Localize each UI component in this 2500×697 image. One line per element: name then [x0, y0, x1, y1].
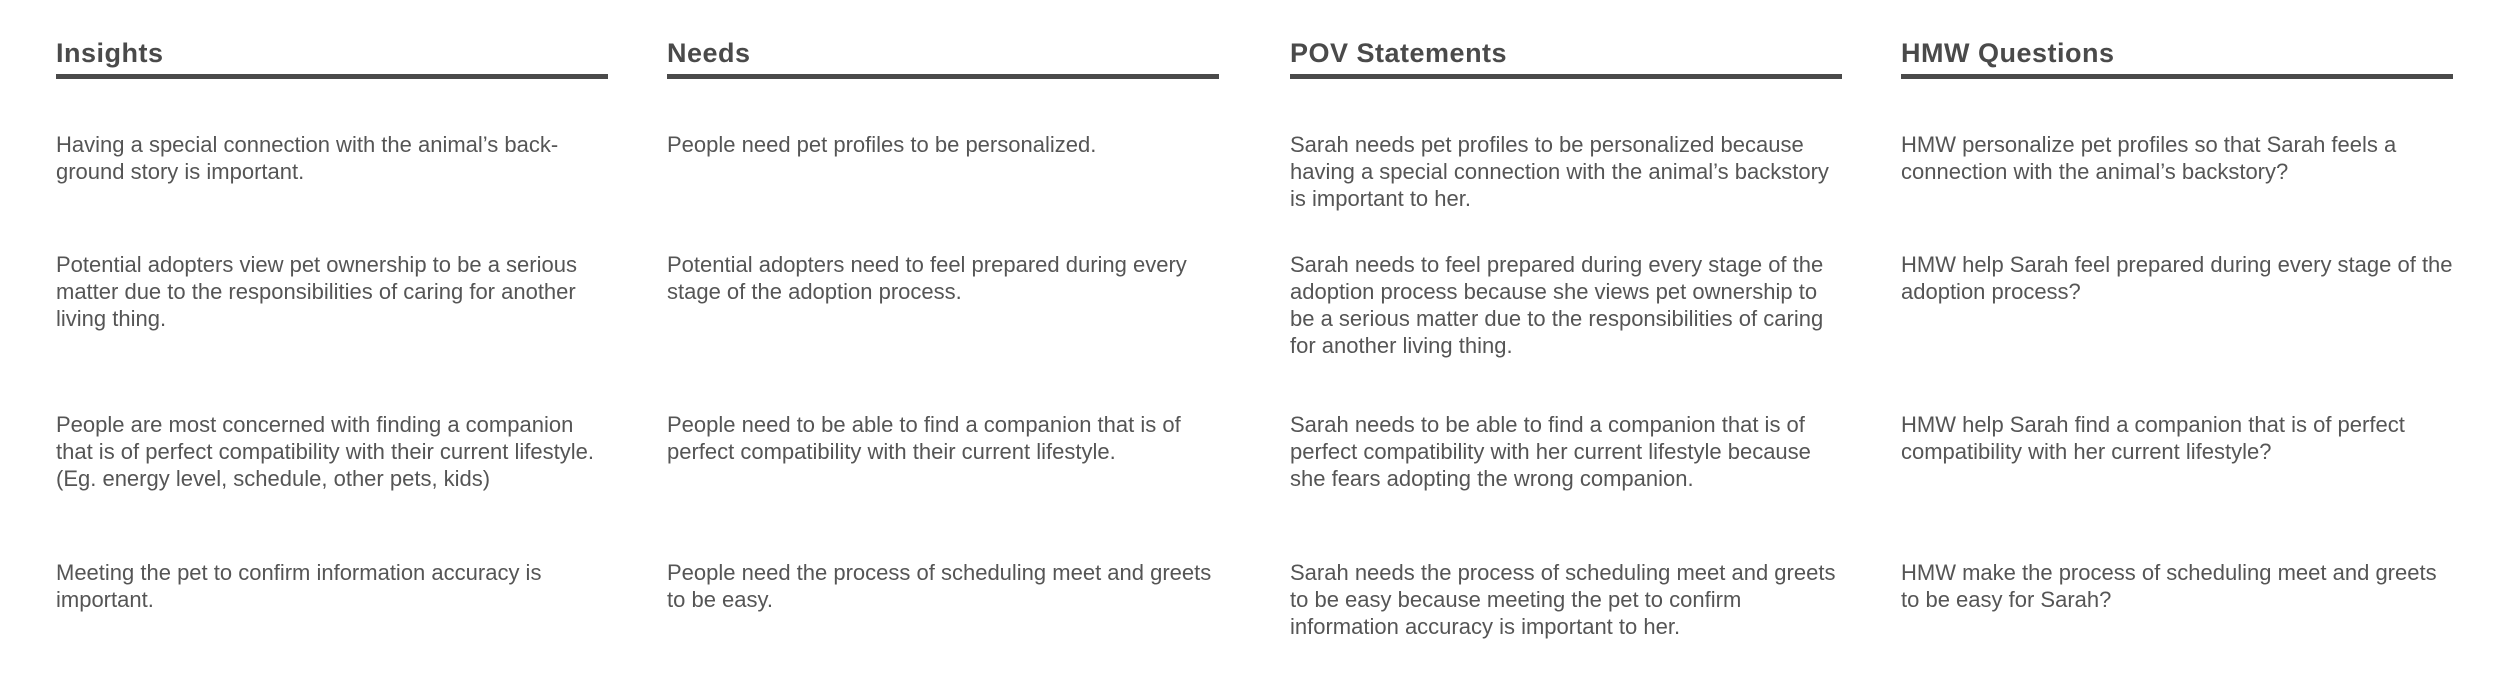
insights-column: Insights Having a special connection wit…: [56, 36, 608, 612]
needs-header: Needs: [667, 38, 751, 68]
need-cell: People need pet profiles to be personali…: [667, 132, 1097, 157]
hmw-questions-header-rule: [1901, 74, 2453, 79]
insight-cell: People are most concerned with finding a…: [56, 412, 594, 491]
pov-statement-cell: Sarah needs to be able to find a compani…: [1290, 412, 1811, 491]
pov-statement-cell: Sarah needs to feel prepared during ever…: [1290, 252, 1824, 358]
hmw-question-cell: HMW personalize pet profiles so that Sar…: [1901, 132, 2397, 184]
insights-header-rule: [56, 74, 608, 79]
pov-statement-cell: Sarah needs pet profiles to be personali…: [1290, 132, 1829, 211]
needs-column: Needs People need pet profiles to be per…: [667, 36, 1219, 612]
insight-cell: Having a special connection with the ani…: [56, 132, 559, 184]
insight-cell: Potential adopters view pet ownership to…: [56, 252, 577, 331]
need-cell: Potential adopters need to feel prepared…: [667, 252, 1187, 304]
pov-statements-header-rule: [1290, 74, 1842, 79]
pov-statements-header: POV Statements: [1290, 38, 1508, 68]
hmw-questions-header: HMW Questions: [1901, 38, 2115, 68]
need-cell: People need to be able to find a compani…: [667, 412, 1181, 464]
hmw-question-cell: HMW make the process of scheduling meet …: [1901, 560, 2437, 612]
hmw-question-cell: HMW help Sarah feel prepared during ever…: [1901, 252, 2453, 304]
insight-cell: Meeting the pet to confirm information a…: [56, 560, 542, 612]
hmw-questions-column: HMW Questions HMW personalize pet profil…: [1901, 36, 2453, 612]
hmw-question-cell: HMW help Sarah find a companion that is …: [1901, 412, 2405, 464]
insights-header: Insights: [56, 38, 164, 68]
need-cell: People need the process of scheduling me…: [667, 560, 1212, 612]
needs-header-rule: [667, 74, 1219, 79]
pov-statements-column: POV Statements Sarah needs pet profiles …: [1290, 36, 1842, 639]
pov-statement-cell: Sarah needs the process of scheduling me…: [1290, 560, 1836, 639]
